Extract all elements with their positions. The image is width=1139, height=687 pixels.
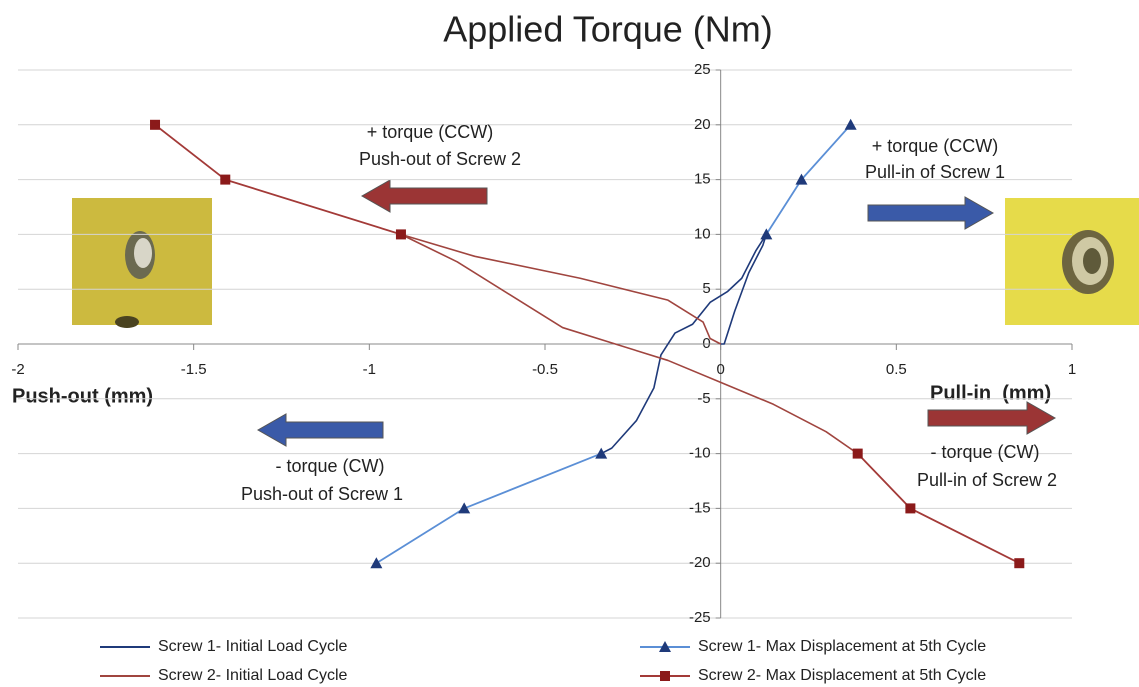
y-tick-label: 20 (694, 116, 711, 133)
y-tick-label: -5 (697, 390, 710, 407)
annotation: Pull-in of Screw 2 (917, 470, 1057, 490)
x-axis-title-right: Pull-in (mm) (930, 382, 1051, 404)
annotation: + torque (CCW) (367, 122, 494, 142)
legend-label: Screw 2- Initial Load Cycle (158, 667, 348, 684)
data-point (853, 449, 863, 459)
legend-label: Screw 1- Initial Load Cycle (158, 638, 348, 655)
data-point (1014, 558, 1024, 568)
chart: Applied Torque (Nm) Push-out (mm) Pull-i… (0, 0, 1139, 687)
x-tick-label: 0.5 (886, 361, 907, 378)
x-axis-title-left: Push-out (mm) (12, 385, 153, 407)
x-tick-label: -1.5 (181, 361, 207, 378)
y-tick-label: -25 (689, 609, 711, 626)
x-tick-label: -2 (11, 361, 24, 378)
legend-label: Screw 2- Max Displacement at 5th Cycle (698, 667, 986, 684)
annotation: - torque (CW) (930, 442, 1039, 462)
y-tick-label: -10 (689, 445, 711, 462)
legend-label: Screw 1- Max Displacement at 5th Cycle (698, 638, 986, 655)
arrows (258, 180, 1055, 446)
chart-title: Applied Torque (Nm) (443, 9, 772, 50)
y-tick-label: -15 (689, 499, 711, 516)
y-tick-label: 10 (694, 225, 711, 242)
legend-marker (660, 671, 670, 681)
annotation: + torque (CCW) (872, 136, 999, 156)
data-point (905, 503, 915, 513)
x-tick-label: -1 (363, 361, 376, 378)
photo-left (72, 198, 212, 328)
y-tick-label: -20 (689, 554, 711, 571)
annotation: Push-out of Screw 1 (241, 484, 403, 504)
annotation: Push-out of Screw 2 (359, 149, 521, 169)
photo-right (1005, 198, 1139, 325)
y-tick-label: 5 (702, 280, 710, 297)
y-tick-label: 25 (694, 61, 711, 78)
data-point (220, 175, 230, 185)
x-tick-label: 1 (1068, 361, 1076, 378)
data-point (150, 120, 160, 130)
annotation: Pull-in of Screw 1 (865, 162, 1005, 182)
x-tick-label: -0.5 (532, 361, 558, 378)
x-tick-label: 0 (716, 361, 724, 378)
data-point (396, 229, 406, 239)
y-tick-label: 15 (694, 171, 711, 188)
annotation: - torque (CW) (275, 456, 384, 476)
